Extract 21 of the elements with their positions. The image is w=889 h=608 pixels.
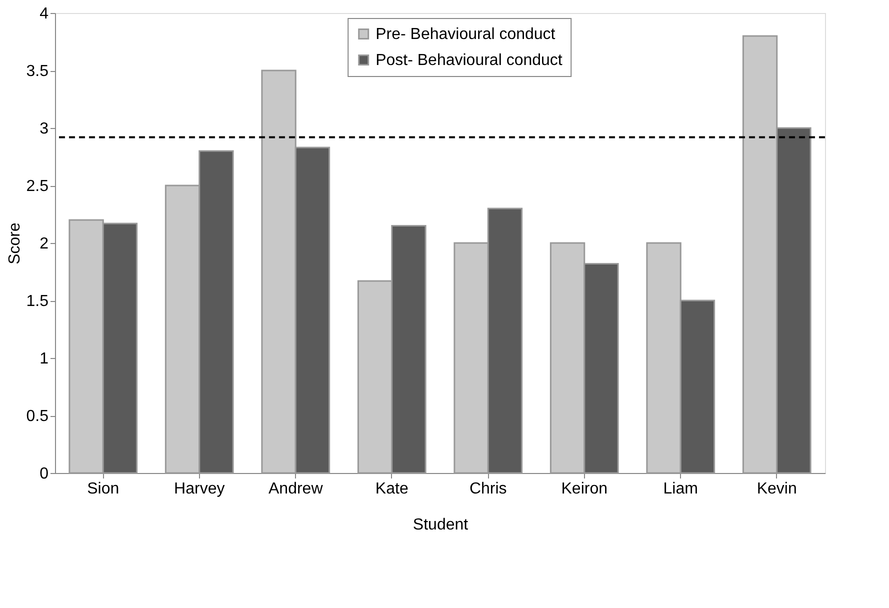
legend-label: Post- Behavioural conduct xyxy=(376,52,563,69)
x-tick-label: Andrew xyxy=(268,480,324,498)
x-tick-label: Liam xyxy=(663,480,698,498)
x-tick-label: Kate xyxy=(375,480,408,498)
x-tick-label: Sion xyxy=(87,480,120,498)
y-tick-label: 2 xyxy=(40,236,49,252)
y-tick-label: 3.5 xyxy=(26,63,49,80)
x-tick-label: Chris xyxy=(469,480,507,498)
x-axis-title: Student xyxy=(412,516,469,534)
x-tick-label: Keiron xyxy=(561,480,608,498)
y-tick-label: 1 xyxy=(40,350,49,368)
y-tick-label: 0.5 xyxy=(26,408,49,425)
y-tick-label: 3 xyxy=(40,120,49,138)
x-tick-label: Harvey xyxy=(174,480,225,498)
legend-label: Pre- Behavioural conduct xyxy=(376,26,556,43)
y-tick-label: 1.5 xyxy=(26,293,49,310)
x-tick-label: Kevin xyxy=(756,480,797,498)
y-tick-label: 4 xyxy=(40,6,49,22)
y-axis-title: Score xyxy=(6,222,24,264)
y-tick-label: 2.5 xyxy=(26,178,49,195)
y-tick-label: 0 xyxy=(40,466,49,482)
